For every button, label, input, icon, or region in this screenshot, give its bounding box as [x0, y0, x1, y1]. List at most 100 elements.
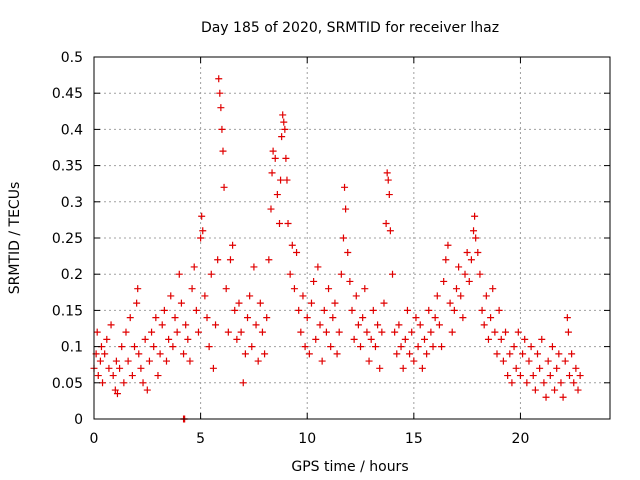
- y-tick-label: 0: [74, 412, 83, 428]
- data-point: [463, 248, 471, 256]
- data-point: [126, 314, 134, 322]
- data-point: [361, 285, 369, 293]
- plot-frame: [93, 56, 611, 420]
- data-point: [269, 147, 277, 155]
- data-point: [438, 343, 446, 351]
- data-point: [378, 328, 386, 336]
- data-point: [367, 335, 375, 343]
- data-point: [374, 321, 382, 329]
- data-point: [256, 299, 264, 307]
- data-point: [557, 379, 565, 387]
- data-point: [551, 386, 559, 394]
- data-point: [271, 154, 279, 162]
- data-point: [197, 234, 205, 242]
- data-point: [171, 314, 179, 322]
- gridlines: [94, 57, 610, 419]
- data-point: [297, 328, 305, 336]
- data-point: [220, 183, 228, 191]
- data-point: [310, 277, 318, 285]
- data-point: [329, 314, 337, 322]
- data-point: [199, 227, 207, 235]
- data-point: [418, 364, 426, 372]
- data-point: [423, 350, 431, 358]
- data-point: [273, 191, 281, 199]
- data-point: [169, 343, 177, 351]
- data-point: [452, 285, 460, 293]
- data-point: [282, 154, 290, 162]
- data-point: [283, 176, 291, 184]
- data-point: [440, 277, 448, 285]
- data-point: [540, 379, 548, 387]
- data-point: [382, 220, 390, 228]
- data-point: [408, 328, 416, 336]
- data-point: [152, 314, 160, 322]
- data-point: [139, 379, 147, 387]
- data-point: [205, 343, 213, 351]
- data-point: [465, 277, 473, 285]
- data-point: [386, 227, 394, 235]
- data-point: [128, 372, 136, 380]
- data-point: [173, 328, 181, 336]
- x-tick-label: 15: [405, 431, 423, 447]
- data-point: [143, 386, 151, 394]
- data-point: [548, 343, 556, 351]
- data-point: [429, 343, 437, 351]
- data-point: [504, 372, 512, 380]
- data-point: [342, 205, 350, 213]
- data-point: [576, 372, 584, 380]
- data-point: [542, 393, 550, 401]
- data-point: [502, 328, 510, 336]
- data-point: [365, 357, 373, 365]
- data-point: [574, 386, 582, 394]
- y-axis-label: SRMTID / TECUs: [7, 182, 23, 295]
- data-point: [352, 292, 360, 300]
- data-point: [103, 335, 111, 343]
- data-point: [410, 357, 418, 365]
- data-point: [145, 357, 153, 365]
- data-point: [307, 299, 315, 307]
- data-point: [341, 183, 349, 191]
- data-point: [295, 306, 303, 314]
- data-point: [325, 285, 333, 293]
- data-point: [339, 234, 347, 242]
- data-point: [224, 328, 232, 336]
- data-point: [322, 328, 330, 336]
- data-point: [305, 350, 313, 358]
- data-point: [420, 335, 428, 343]
- data-point: [525, 357, 533, 365]
- data-point: [476, 270, 484, 278]
- data-point: [397, 343, 405, 351]
- data-point: [448, 328, 456, 336]
- data-point: [371, 343, 379, 351]
- data-point: [101, 350, 109, 358]
- data-point: [120, 379, 128, 387]
- data-point: [209, 364, 217, 372]
- x-tick-labels: 0 5 10 15 20: [90, 431, 530, 447]
- data-point: [519, 350, 527, 358]
- data-point: [201, 292, 209, 300]
- data-point: [527, 343, 535, 351]
- data-point: [254, 357, 262, 365]
- data-point: [198, 212, 206, 220]
- data-point: [265, 256, 273, 264]
- data-point: [141, 335, 149, 343]
- data-point: [348, 306, 356, 314]
- axis-ticks: [93, 56, 610, 420]
- data-point: [433, 292, 441, 300]
- data-point: [246, 292, 254, 300]
- data-point: [380, 299, 388, 307]
- data-point: [186, 357, 194, 365]
- data-point: [167, 292, 175, 300]
- data-point: [150, 343, 158, 351]
- data-point: [154, 372, 162, 380]
- data-point: [212, 321, 220, 329]
- data-point: [555, 350, 563, 358]
- data-point: [406, 350, 414, 358]
- y-tick-label: 0.35: [52, 159, 83, 175]
- data-point: [192, 306, 200, 314]
- data-point: [363, 328, 371, 336]
- data-point: [471, 212, 479, 220]
- data-point: [467, 256, 475, 264]
- data-point: [359, 314, 367, 322]
- data-point: [318, 357, 326, 365]
